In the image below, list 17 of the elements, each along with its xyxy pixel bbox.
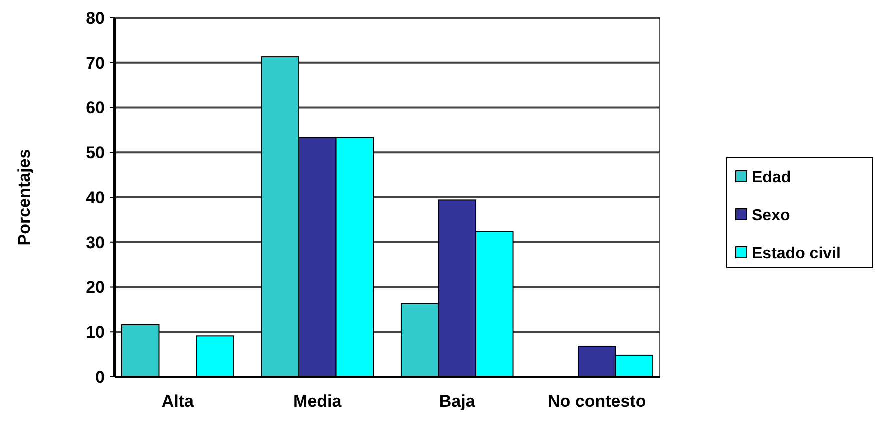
x-tick-label: Baja (439, 392, 476, 411)
y-tick-label: 30 (86, 233, 105, 252)
y-tick-label: 20 (86, 278, 105, 298)
y-tick-label: 80 (86, 8, 105, 28)
legend-label: Edad (752, 170, 792, 187)
x-tick-label: Media (294, 392, 342, 411)
y-tick-label: 70 (86, 54, 105, 73)
y-tick-label: 50 (86, 144, 105, 163)
legend-label: Sexo (752, 208, 790, 225)
x-tick-label: Alta (162, 392, 194, 411)
y-tick-label: 10 (86, 323, 105, 342)
x-tick-label: No contesto (548, 392, 646, 411)
y-tick-label: 0 (96, 368, 105, 387)
y-tick-label: 60 (86, 98, 105, 118)
y-axis-title: Porcentajes (15, 149, 34, 246)
legend-label: Estado civil (752, 246, 841, 263)
y-tick-label: 40 (86, 188, 105, 208)
